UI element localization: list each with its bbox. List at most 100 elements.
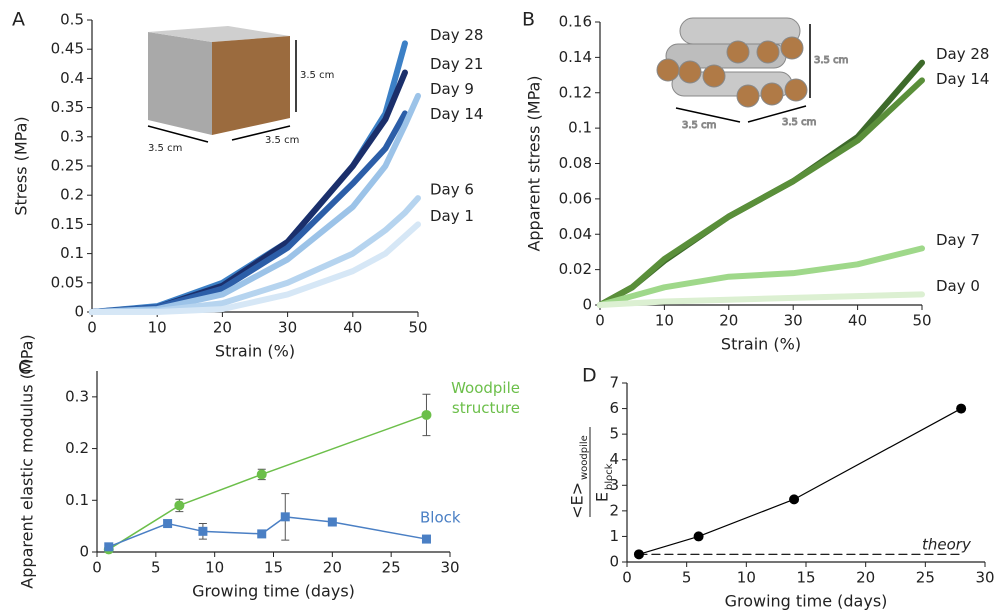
y-tick-label: 0.15 bbox=[51, 215, 84, 233]
x-tick-label: 10 bbox=[737, 569, 756, 587]
x-axis-label: Strain (%) bbox=[215, 342, 295, 361]
x-tick-label: 15 bbox=[264, 559, 283, 577]
y-tick-label: 0.3 bbox=[65, 387, 89, 405]
series-label: Block bbox=[420, 509, 461, 527]
y-tick-label: 0.16 bbox=[559, 13, 592, 31]
x-tick-label: 40 bbox=[343, 319, 362, 337]
marker bbox=[694, 531, 704, 541]
cube-inset: 3.5 cm 3.5 cm 3.5 cm bbox=[148, 26, 334, 154]
inset-label: 3.5 cm bbox=[782, 117, 816, 128]
y-axis-label: Apparent stress (MPa) bbox=[525, 75, 544, 251]
marker bbox=[956, 404, 966, 414]
marker bbox=[198, 527, 207, 536]
y-tick-label: 0.5 bbox=[60, 11, 84, 29]
x-tick-label: 30 bbox=[784, 312, 803, 330]
x-tick-label: 0 bbox=[622, 569, 632, 587]
series-label: theory bbox=[922, 536, 972, 554]
series-line bbox=[639, 409, 961, 555]
series-label: Day 1 bbox=[430, 207, 474, 225]
x-axis-label: Growing time (days) bbox=[192, 582, 355, 601]
x-axis-label: Strain (%) bbox=[721, 335, 801, 354]
y-label-numerator: <E> bbox=[568, 482, 587, 519]
y-axis-label: Apparent elastic modulus (MPa) bbox=[18, 334, 37, 588]
x-tick-label: 0 bbox=[92, 559, 102, 577]
y-tick-label: 0 bbox=[609, 553, 619, 571]
x-tick-label: 0 bbox=[595, 312, 605, 330]
y-tick-label: 0.02 bbox=[559, 260, 592, 278]
series-label: Woodpile structure bbox=[420, 378, 520, 418]
y-tick-label: 0.2 bbox=[65, 439, 89, 457]
series-label: Day 14 bbox=[936, 70, 989, 88]
marker bbox=[163, 519, 172, 528]
series-label: Day 0 bbox=[936, 277, 980, 295]
series-label-box: Woodpile structure bbox=[420, 378, 520, 428]
x-tick-label: 40 bbox=[848, 312, 867, 330]
x-tick-label: 50 bbox=[408, 319, 427, 337]
x-tick-label: 20 bbox=[719, 312, 738, 330]
y-label-denominator-sub: block bbox=[604, 463, 615, 490]
inset-label: 3.5 cm bbox=[300, 70, 334, 81]
y-tick-label: 6 bbox=[609, 399, 619, 417]
marker bbox=[174, 500, 184, 510]
series-line bbox=[109, 517, 427, 547]
inset-label: 3.5 cm bbox=[682, 120, 716, 131]
y-tick-label: 0.04 bbox=[559, 225, 592, 243]
y-tick-label: 0.12 bbox=[559, 83, 592, 101]
panel-letter: B bbox=[522, 9, 535, 31]
y-tick-label: 0 bbox=[582, 296, 592, 314]
marker bbox=[257, 469, 267, 479]
x-tick-label: 50 bbox=[912, 312, 931, 330]
series-label: Day 28 bbox=[430, 26, 483, 44]
x-tick-label: 5 bbox=[151, 559, 161, 577]
inset-label: 3.5 cm bbox=[148, 143, 182, 154]
x-tick-label: 15 bbox=[796, 569, 815, 587]
marker bbox=[422, 535, 431, 544]
series-line bbox=[92, 198, 418, 312]
y-label-denominator: E bbox=[593, 492, 612, 502]
x-tick-label: 30 bbox=[975, 569, 994, 587]
y-tick-label: 2 bbox=[609, 501, 619, 519]
x-axis-label: Growing time (days) bbox=[725, 592, 888, 611]
x-tick-label: 20 bbox=[213, 319, 232, 337]
series-label: Day 7 bbox=[936, 231, 980, 249]
y-tick-label: 0.14 bbox=[559, 48, 592, 66]
x-tick-label: 25 bbox=[916, 569, 935, 587]
x-tick-label: 20 bbox=[856, 569, 875, 587]
y-tick-label: 7 bbox=[609, 374, 619, 392]
y-tick-label: 0.08 bbox=[559, 154, 592, 172]
y-tick-label: 0 bbox=[79, 543, 89, 561]
series-label: Day 9 bbox=[430, 80, 474, 98]
x-tick-label: 10 bbox=[655, 312, 674, 330]
y-tick-label: 0.1 bbox=[568, 119, 592, 137]
panel-letter: D bbox=[582, 365, 597, 387]
panel-letter: A bbox=[12, 9, 25, 31]
marker bbox=[281, 512, 290, 521]
x-tick-label: 10 bbox=[205, 559, 224, 577]
series-label: Day 21 bbox=[430, 55, 483, 73]
x-tick-label: 5 bbox=[682, 569, 692, 587]
y-tick-label: 0.1 bbox=[60, 244, 84, 262]
y-tick-label: 0 bbox=[74, 303, 84, 321]
y-tick-label: 0.1 bbox=[65, 491, 89, 509]
x-tick-label: 30 bbox=[440, 559, 459, 577]
marker bbox=[328, 518, 337, 527]
y-tick-label: 0.06 bbox=[559, 189, 592, 207]
series-line bbox=[92, 96, 418, 312]
figure: 3.5 cm 3.5 cm 3.5 cm 3.5 cm 3.5 cm 3.5 c… bbox=[0, 0, 996, 614]
marker bbox=[104, 542, 113, 551]
series-line bbox=[600, 63, 922, 305]
y-tick-label: 0.35 bbox=[51, 98, 84, 116]
inset-label: 3.5 cm bbox=[814, 55, 848, 66]
y-axis-label: Stress (MPa) bbox=[12, 116, 31, 215]
y-tick-label: 0.2 bbox=[60, 186, 84, 204]
y-tick-label: 0.4 bbox=[60, 69, 84, 87]
y-tick-label: 0.3 bbox=[60, 127, 84, 145]
marker bbox=[257, 529, 266, 538]
x-tick-label: 20 bbox=[323, 559, 342, 577]
series-label: Day 6 bbox=[430, 181, 474, 199]
y-tick-label: 0.05 bbox=[51, 273, 84, 291]
series-label: Day 14 bbox=[430, 105, 483, 123]
x-tick-label: 30 bbox=[278, 319, 297, 337]
series-line bbox=[600, 294, 922, 305]
